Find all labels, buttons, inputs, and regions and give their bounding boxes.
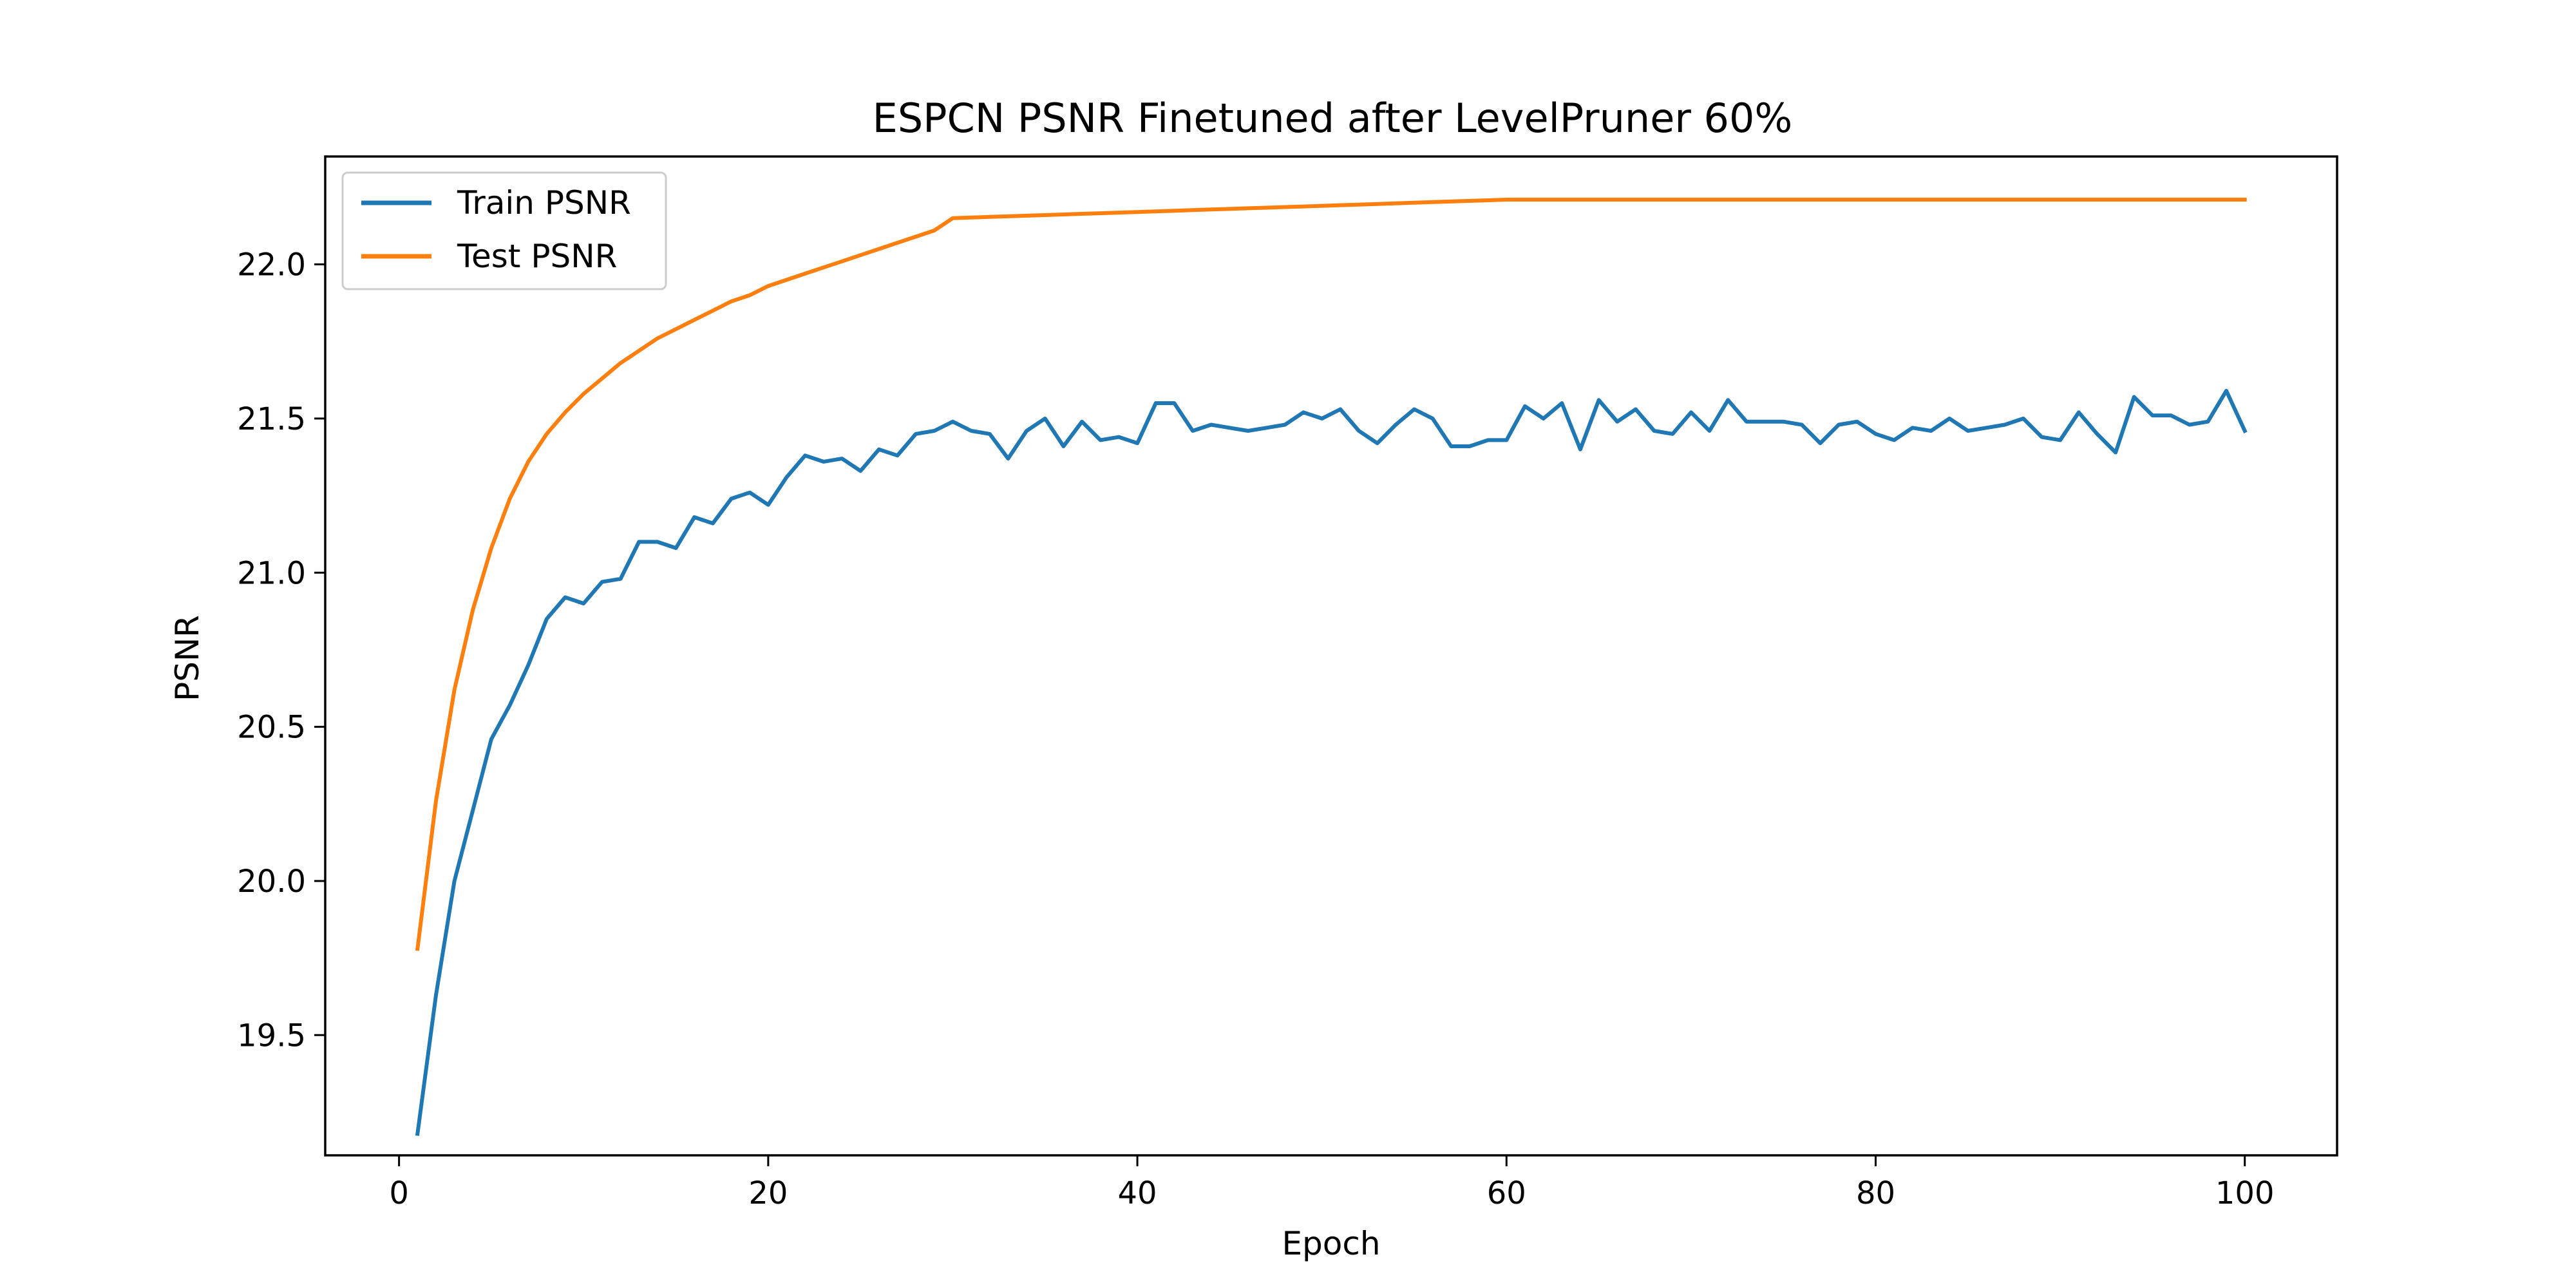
x-tick-label: 60 xyxy=(1487,1175,1526,1211)
legend-label-test-psnr: Test PSNR xyxy=(457,238,617,275)
x-axis-label: Epoch xyxy=(1282,1225,1380,1262)
series-line-test-psnr xyxy=(415,198,2247,951)
y-axis-label: PSNR xyxy=(169,615,206,701)
x-tick-label: 20 xyxy=(748,1175,788,1211)
x-tick-label: 100 xyxy=(2215,1175,2275,1211)
series-layer xyxy=(415,198,2248,1136)
y-tick-label: 20.5 xyxy=(237,710,306,746)
y-tick-label: 20.0 xyxy=(237,864,306,900)
y-tick-label: 21.0 xyxy=(237,555,306,591)
legend: Train PSNR Test PSNR xyxy=(341,171,667,290)
y-tick-label: 19.5 xyxy=(237,1018,306,1054)
x-axis-ticks: 0 20 40 60 80 100 xyxy=(389,1155,2275,1211)
legend-label-train-psnr: Train PSNR xyxy=(457,184,631,222)
chart-title: ESPCN PSNR Finetuned after LevelPruner 6… xyxy=(873,95,1793,142)
x-tick-label: 0 xyxy=(389,1175,409,1211)
y-tick-label: 21.5 xyxy=(237,401,306,437)
x-tick-label: 80 xyxy=(1856,1175,1895,1211)
y-axis-ticks: 19.5 20.0 20.5 21.0 21.5 22.0 xyxy=(237,247,325,1054)
y-tick-label: 22.0 xyxy=(237,247,306,283)
series-line-train-psnr xyxy=(415,388,2248,1136)
x-tick-label: 40 xyxy=(1118,1175,1157,1211)
plot-frame xyxy=(324,155,2338,1157)
